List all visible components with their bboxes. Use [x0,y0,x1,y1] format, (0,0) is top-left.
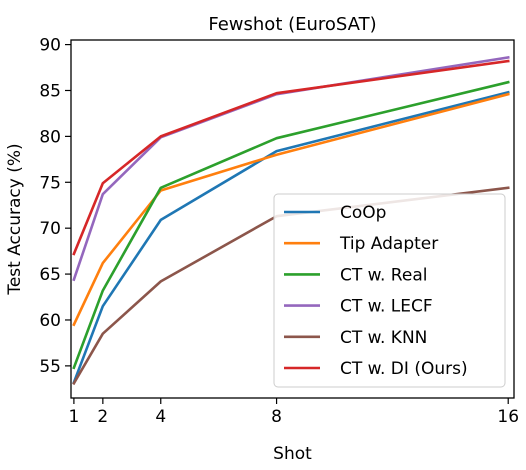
y-axis: 55 60 65 70 75 80 85 90 [39,36,71,377]
legend: CoOp Tip Adapter CT w. Real CT w. LECF CT w.… [274,194,505,387]
legend-label: CT w. DI (Ours) [340,359,468,379]
y-tick-label: 75 [39,173,61,193]
x-tick-label: 16 [497,407,519,427]
chart-title: Fewshot (EuroSAT) [208,14,376,35]
x-tick-label: 8 [271,407,282,427]
legend-label: CT w. Real [340,265,427,285]
y-tick-label: 55 [39,357,61,377]
legend-label: CoOp [340,203,386,223]
y-axis-title: Test Accuracy (%) [5,143,25,295]
x-tick-label: 4 [155,407,166,427]
legend-label: CT w. KNN [340,328,427,348]
y-tick-label: 70 [39,219,61,239]
y-tick-label: 65 [39,265,61,285]
y-tick-label: 60 [39,311,61,331]
x-axis-title: Shot [273,444,312,464]
y-tick-label: 85 [39,81,61,101]
x-tick-label: 2 [97,407,108,427]
x-tick-label: 1 [68,407,79,427]
y-tick-label: 90 [39,36,61,56]
x-axis: 1 2 4 8 16 [68,398,519,427]
legend-label: CT w. LECF [340,297,433,317]
y-tick-label: 80 [39,127,61,147]
legend-label: Tip Adapter [339,234,438,254]
